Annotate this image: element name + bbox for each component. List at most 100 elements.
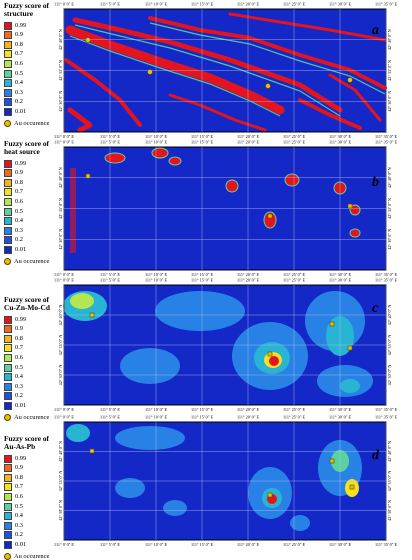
legend-title-line1: Fuzzy score of — [4, 139, 50, 148]
legend-row: 0.6 — [4, 197, 60, 207]
latitude-tick-right: 42° 30' 0" N — [387, 91, 392, 112]
au-occurrence-marker — [267, 213, 273, 219]
legend-swatch — [4, 59, 12, 68]
legend-row: 0.8 — [4, 473, 60, 483]
legend-label: 0.8 — [15, 473, 23, 481]
legend-row: 0.01 — [4, 107, 60, 117]
legend-row: 0.2 — [4, 236, 60, 246]
legend-row: 0.6 — [4, 59, 60, 69]
legend-swatch — [4, 226, 12, 235]
map-a: 111° 0' 0" E 111° 0' 0" E 111° 5' 0" E 111°… — [54, 2, 397, 140]
latitude-tick-left: 42° 30' 0" N — [58, 365, 63, 386]
legend-title-b: Fuzzy score of heat source — [4, 139, 60, 157]
longitude-tick-bottom: 111° 25' 0" E — [283, 272, 306, 277]
au-legend-label: Au occurence — [14, 119, 50, 127]
legend-label: 0.9 — [15, 169, 23, 177]
legend-swatch — [4, 169, 12, 178]
legend-row: 0.8 — [4, 178, 60, 188]
longitude-tick-top: 111° 5' 0" E — [100, 140, 120, 145]
longitude-tick-top: 111° 30' 0" E — [329, 278, 352, 283]
legend-row: 0.5 — [4, 502, 60, 512]
anomaly-peak — [269, 356, 279, 366]
latitude-tick-left: 42° 40' 0" N — [58, 167, 63, 188]
legend-swatch — [4, 21, 12, 30]
longitude-tick-bottom: 111° 35' 0" E — [375, 272, 398, 277]
legend-label: 0.6 — [15, 353, 23, 361]
legend-swatch — [4, 502, 12, 511]
legend-swatch — [4, 373, 12, 382]
legend-title-line2: structure — [4, 9, 34, 19]
legend-title-c: Fuzzy score of Cu-Zn-Mo-Cd — [4, 295, 60, 313]
anomaly-halo — [120, 348, 180, 384]
longitude-tick-bottom: 111° 15' 0" E — [191, 407, 214, 412]
legend-label: 0.2 — [15, 531, 23, 539]
longitude-tick-bottom: 111° 30' 0" E — [329, 407, 352, 412]
au-occurrence-marker — [329, 321, 335, 327]
legend-row: 0.6 — [4, 353, 60, 363]
legend-swatch — [4, 454, 12, 463]
legend-title-line2: Au-As-Pb — [4, 442, 36, 452]
legend-label: 0.2 — [15, 98, 23, 106]
panel-d: Fuzzy score of Au-As-Pb 0.99 0.9 0.8 0.7 0.6… — [0, 413, 412, 560]
intrusion-strip-west — [70, 168, 76, 253]
au-legend-c: Au occurence — [4, 413, 60, 421]
longitude-tick-bottom: 111° 5' 0" E — [100, 134, 120, 139]
legend-swatch — [4, 98, 12, 107]
legend-row: 0.3 — [4, 382, 60, 392]
latitude-tick-left: 42° 30' 0" N — [58, 500, 63, 521]
legend-rows-c: 0.99 0.9 0.8 0.7 0.6 0.5 0.4 0.3 0.2 0.01 — [4, 315, 60, 411]
legend-row: 0.7 — [4, 344, 60, 354]
legend-swatch — [4, 40, 12, 49]
legend-label: 0.5 — [15, 502, 23, 510]
longitude-tick-top: 111° 15' 0" E — [191, 140, 214, 145]
legend-label: 0.7 — [15, 50, 23, 58]
legend-rows-d: 0.99 0.9 0.8 0.7 0.6 0.5 0.4 0.3 0.2 0.01 — [4, 454, 60, 550]
legend-row: 0.99 — [4, 315, 60, 325]
longitude-tick-top: 111° 0' 0" E — [54, 415, 74, 420]
legend-row: 0.2 — [4, 392, 60, 402]
legend-row: 0.2 — [4, 98, 60, 108]
anomaly-halo — [115, 478, 145, 498]
longitude-tick-top: 111° 5' 0" E — [100, 415, 120, 420]
au-occurrences-a — [85, 37, 353, 89]
fault-zone-west — [64, 58, 142, 127]
legend-swatch — [4, 531, 12, 540]
legend-swatch — [4, 236, 12, 245]
latitude-tick-left: 42° 40' 0" N — [58, 29, 63, 50]
longitude-tick-top: 111° 25' 0" E — [283, 415, 306, 420]
legend-title-line1: Fuzzy score of — [4, 1, 50, 10]
longitude-tick-top: 111° 35' 0" E — [375, 278, 398, 283]
longitude-tick-top: 111° 15' 0" E — [191, 415, 214, 420]
legend-swatch — [4, 69, 12, 78]
legend-label: 0.01 — [15, 401, 27, 409]
map-b: 111° 0' 0" E 111° 0' 0" E 111° 5' 0" E 111°… — [54, 140, 398, 278]
legend-label: 0.3 — [15, 382, 23, 390]
legend-row: 0.01 — [4, 245, 60, 255]
anomaly-zone — [340, 379, 360, 393]
legend-label: 0.99 — [15, 159, 27, 167]
legend-label: 0.3 — [15, 88, 23, 96]
longitude-tick-top: 111° 5' 0" E — [100, 2, 120, 7]
legend-row: 0.9 — [4, 168, 60, 178]
legend-swatch — [4, 353, 12, 362]
panel-letter-a: a — [372, 23, 379, 38]
legend-label: 0.5 — [15, 207, 23, 215]
legend-swatch — [4, 88, 12, 97]
longitude-tick-top: 111° 30' 0" E — [329, 415, 352, 420]
legend-label: 0.8 — [15, 334, 23, 342]
au-occurrence-marker — [267, 351, 273, 357]
au-legend-a: Au occurence — [4, 119, 60, 127]
longitude-tick-top: 111° 25' 0" E — [283, 140, 306, 145]
legend-label: 0.01 — [15, 107, 27, 115]
legend-swatch — [4, 473, 12, 482]
legend-row: 0.5 — [4, 363, 60, 373]
legend-a: Fuzzy score of structure 0.99 0.9 0.8 0.7 0.… — [4, 1, 60, 127]
longitude-tick-top: 111° 30' 0" E — [329, 2, 352, 7]
intrusion-body — [104, 152, 126, 164]
legend-label: 0.4 — [15, 512, 23, 520]
anomaly-halo — [155, 291, 245, 331]
longitude-tick-top: 111° 5' 0" E — [100, 278, 120, 283]
longitude-tick-top: 111° 15' 0" E — [191, 278, 214, 283]
legend-row: 0.8 — [4, 40, 60, 50]
legend-label: 0.5 — [15, 363, 23, 371]
